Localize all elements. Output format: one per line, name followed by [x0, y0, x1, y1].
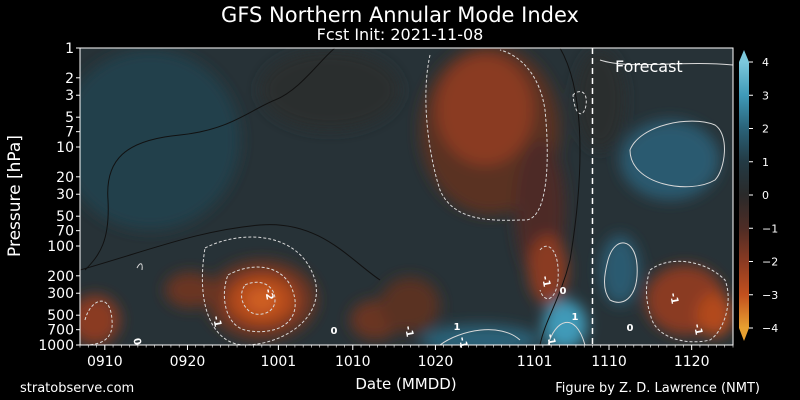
- contour-label: -1: [544, 333, 557, 346]
- contour-label: -1: [210, 315, 223, 328]
- colorbar-tick-label: 0: [762, 189, 769, 202]
- x-tick-label: 1010: [335, 354, 371, 370]
- x-tick-label: 1001: [261, 354, 297, 370]
- contour-labels: -2 -1 -1 -1 -1 -1 -1 -1 0 0 0 0 1 1: [130, 275, 703, 349]
- contour-pos1-top: [599, 59, 733, 66]
- colorbar-tick-label: −2: [762, 256, 778, 269]
- contour-lines: [80, 48, 733, 345]
- x-axis-label: Date (MMDD): [355, 375, 456, 393]
- colorbar-tick-label: −3: [762, 289, 778, 302]
- contour-pos1-bottom: [547, 322, 586, 345]
- y-tick-label: 20: [56, 170, 74, 186]
- x-tick-label: 1101: [517, 354, 553, 370]
- contour-label: -1: [667, 292, 680, 305]
- contour-pos1: [629, 120, 725, 188]
- contour-label: -2: [262, 288, 275, 301]
- x-tick-label: 0920: [170, 354, 206, 370]
- colorbar-tick-label: 4: [762, 56, 769, 69]
- contour-label: -1: [539, 275, 552, 288]
- y-tick-label: 50: [56, 209, 74, 225]
- y-tick-label: 30: [56, 187, 74, 203]
- y-tick-label: 1000: [38, 338, 74, 354]
- contour-pos1-bottom: [439, 329, 521, 345]
- colorbar-tick-label: 3: [762, 89, 769, 102]
- contour-label: 0: [331, 326, 338, 337]
- contour-neg1: [84, 300, 113, 345]
- contour-pos1-tiny: [136, 263, 143, 271]
- colorbar-tick-label: 2: [762, 123, 769, 136]
- y-tick-label: 1: [65, 41, 74, 57]
- colorbar-min-arrow: [739, 328, 749, 341]
- colorbar-body: [739, 62, 749, 328]
- contour-neg1-upper: [425, 49, 548, 221]
- contour-label: -1: [691, 323, 704, 336]
- contour-zero: [539, 48, 581, 345]
- y-tick-label: 500: [47, 308, 74, 324]
- contour-pos1: [604, 242, 638, 303]
- x-tick-label: 0910: [87, 354, 123, 370]
- colorbar-tick-label: −4: [762, 322, 778, 335]
- contour-label: 0: [560, 286, 567, 297]
- y-tick-label: 5: [65, 110, 74, 126]
- contour-label: 0: [627, 323, 634, 334]
- y-tick-label: 3: [65, 88, 74, 104]
- contour-neg2: [223, 266, 296, 333]
- chart-title: GFS Northern Annular Mode Index: [221, 3, 579, 27]
- credit-website: stratobserve.com: [20, 381, 135, 396]
- plot-area: [80, 48, 733, 345]
- contour-label: 0: [130, 337, 142, 346]
- plot-frame: [79, 47, 734, 346]
- y-tick-label: 700: [47, 323, 74, 339]
- y-tick-label: 10: [56, 140, 74, 156]
- contour-label: 1: [454, 322, 461, 333]
- contour-neg1-small: [572, 91, 587, 115]
- y-tick-label: 70: [56, 224, 74, 240]
- contour-label: -1: [402, 325, 415, 338]
- y-tick-label: 2: [65, 71, 74, 87]
- x-tick-label: 1020: [418, 354, 454, 370]
- colorbar: 4 3 2 1 0 −1 −2 −3 −4: [739, 50, 778, 341]
- y-tick-label: 100: [47, 239, 74, 255]
- y-tick-label: 300: [47, 286, 74, 302]
- contour-neg2-inner: [241, 281, 276, 315]
- y-axis-label: Pressure [hPa]: [5, 135, 25, 257]
- forecast-label: Forecast: [615, 57, 683, 76]
- x-tick-label: 1120: [674, 354, 710, 370]
- x-axis: 0910 0920 1001 1010 1020 1101 1110 1120: [79, 345, 734, 370]
- credit-author: Figure by Z. D. Lawrence (NMT): [555, 381, 760, 396]
- colorbar-tick-label: −1: [762, 222, 778, 235]
- contour-neg1: [539, 245, 559, 300]
- contour-neg1: [201, 236, 317, 345]
- y-tick-label: 200: [47, 269, 74, 285]
- chart-subtitle: Fcst Init: 2021-11-08: [316, 25, 484, 44]
- contour-label: -1: [456, 336, 469, 349]
- colorbar-tick-label: 1: [762, 156, 769, 169]
- contour-zero: [80, 224, 381, 281]
- y-tick-label: 7: [65, 125, 74, 141]
- contour-zero: [84, 48, 336, 271]
- contour-label: 1: [572, 312, 579, 323]
- colorbar-max-arrow: [739, 50, 749, 62]
- x-tick-label: 1110: [591, 354, 627, 370]
- contour-neg1-forecast: [646, 260, 729, 343]
